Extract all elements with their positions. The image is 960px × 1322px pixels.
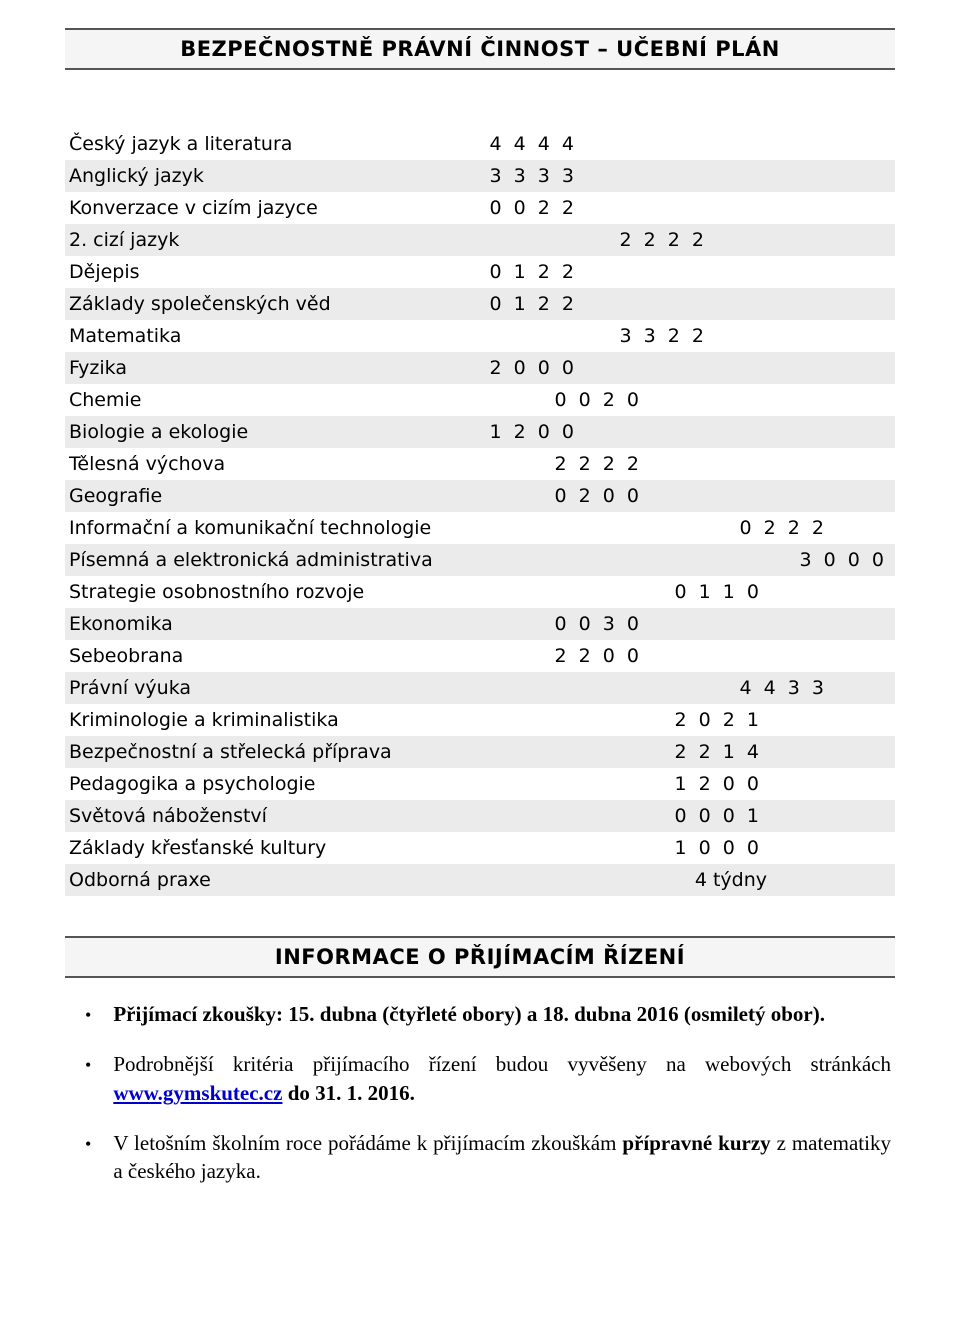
table-row: Anglický jazyk 3 3 3 3 <box>65 160 895 192</box>
subject-label: Písemná a elektronická administrativa <box>69 549 433 571</box>
hours-value: 2 0 0 0 <box>490 357 887 379</box>
table-row: Konverzace v cizím jazyce 0 0 2 2 <box>65 192 895 224</box>
table-row: Bezpečnostní a střelecká příprava 2 2 1 4 <box>65 736 895 768</box>
hours-value: 0 0 2 2 <box>490 197 887 219</box>
subject-label: 2. cizí jazyk <box>69 229 179 251</box>
table-row: 2. cizí jazyk 2 2 2 2 <box>65 224 895 256</box>
subject-label: Dějepis <box>69 261 140 283</box>
hours-value: 0 1 2 2 <box>490 293 887 315</box>
hours-value: 0 0 3 0 <box>555 613 887 635</box>
table-row: Matematika 3 3 2 2 <box>65 320 895 352</box>
hours-value: 0 1 1 0 <box>675 581 887 603</box>
subject-label: Strategie osobnostního rozvoje <box>69 581 364 603</box>
bullet-icon: • <box>85 1132 91 1156</box>
table-row: Základy společenských věd 0 1 2 2 <box>65 288 895 320</box>
bullet-text: Přijímací zkoušky: 15. dubna (čtyřleté o… <box>113 1000 891 1028</box>
hours-value: 0 2 2 2 <box>740 517 887 539</box>
hours-value: 2 0 2 1 <box>675 709 887 731</box>
subject-label: Ekonomika <box>69 613 173 635</box>
website-link[interactable]: www.gymskutec.cz <box>113 1081 282 1105</box>
table-row: Biologie a ekologie 1 2 0 0 <box>65 416 895 448</box>
list-item: • V letošním školním roce pořádáme k při… <box>69 1129 891 1186</box>
table-row: Základy křesťanské kultury 1 0 0 0 <box>65 832 895 864</box>
hours-value: 3 3 3 3 <box>490 165 887 187</box>
subject-label: Český jazyk a literatura <box>69 133 292 155</box>
list-item: • Přijímací zkoušky: 15. dubna (čtyřleté… <box>69 1000 891 1028</box>
text-run: přípravné kurzy <box>622 1131 776 1155</box>
hours-value: 4 4 4 4 <box>490 133 887 155</box>
hours-value: 3 3 2 2 <box>620 325 887 347</box>
hours-value: 0 1 2 2 <box>490 261 887 283</box>
table-row: Chemie 0 0 2 0 <box>65 384 895 416</box>
curriculum-table: Český jazyk a literatura 4 4 4 4 Anglický … <box>65 128 895 896</box>
hours-value: 2 2 0 0 <box>555 645 887 667</box>
hours-value: 2 2 1 4 <box>675 741 887 763</box>
subject-label: Světová náboženství <box>69 805 267 827</box>
table-row: Světová náboženství 0 0 0 1 <box>65 800 895 832</box>
subject-label: Geografie <box>69 485 162 507</box>
table-row: Český jazyk a literatura 4 4 4 4 <box>65 128 895 160</box>
hours-value: 1 2 0 0 <box>490 421 887 443</box>
subject-label: Kriminologie a kriminalistika <box>69 709 339 731</box>
text-run: V letošním školním roce pořádáme k přijí… <box>113 1131 622 1155</box>
table-row: Strategie osobnostního rozvoje 0 1 1 0 <box>65 576 895 608</box>
subject-label: Odborná praxe <box>69 869 211 891</box>
curriculum-title: BEZPEČNOSTNĚ PRÁVNÍ ČINNOST – UČEBNÍ PLÁ… <box>65 28 895 70</box>
bullet-icon: • <box>85 1003 91 1027</box>
table-row: Informační a komunikační technologie 0 2 … <box>65 512 895 544</box>
subject-label: Anglický jazyk <box>69 165 204 187</box>
subject-label: Chemie <box>69 389 141 411</box>
text-run: do 31. 1. 2016. <box>282 1081 414 1105</box>
subject-label: Informační a komunikační technologie <box>69 517 431 539</box>
hours-value: 0 0 0 1 <box>675 805 887 827</box>
hours-value: 1 2 0 0 <box>675 773 887 795</box>
hours-value: 4 týdny <box>695 869 887 891</box>
admissions-list: • Přijímací zkoušky: 15. dubna (čtyřleté… <box>65 1000 895 1186</box>
subject-label: Pedagogika a psychologie <box>69 773 315 795</box>
table-row: Geografie 0 2 0 0 <box>65 480 895 512</box>
subject-label: Tělesná výchova <box>69 453 225 475</box>
hours-value: 0 0 2 0 <box>555 389 887 411</box>
table-row: Kriminologie a kriminalistika 2 0 2 1 <box>65 704 895 736</box>
bullet-icon: • <box>85 1053 91 1077</box>
subject-label: Konverzace v cizím jazyce <box>69 197 318 219</box>
text-run: Podrobnější kritéria přijímacího řízení … <box>113 1052 891 1076</box>
bullet-text: V letošním školním roce pořádáme k přijí… <box>113 1129 891 1186</box>
subject-label: Základy křesťanské kultury <box>69 837 326 859</box>
admissions-title: INFORMACE O PŘIJÍMACÍM ŘÍZENÍ <box>65 936 895 978</box>
hours-value: 2 2 2 2 <box>620 229 887 251</box>
table-row: Tělesná výchova 2 2 2 2 <box>65 448 895 480</box>
table-row: Písemná a elektronická administrativa 3 0… <box>65 544 895 576</box>
subject-label: Základy společenských věd <box>69 293 331 315</box>
subject-label: Právní výuka <box>69 677 191 699</box>
table-row: Odborná praxe 4 týdny <box>65 864 895 896</box>
subject-label: Biologie a ekologie <box>69 421 248 443</box>
hours-value: 4 4 3 3 <box>740 677 887 699</box>
table-row: Dějepis 0 1 2 2 <box>65 256 895 288</box>
bullet-text: Podrobnější kritéria přijímacího řízení … <box>113 1050 891 1107</box>
subject-label: Matematika <box>69 325 181 347</box>
table-row: Sebeobrana 2 2 0 0 <box>65 640 895 672</box>
table-row: Pedagogika a psychologie 1 2 0 0 <box>65 768 895 800</box>
hours-value: 1 0 0 0 <box>675 837 887 859</box>
list-item: • Podrobnější kritéria přijímacího řízen… <box>69 1050 891 1107</box>
subject-label: Fyzika <box>69 357 127 379</box>
hours-value: 0 2 0 0 <box>555 485 887 507</box>
table-row: Právní výuka 4 4 3 3 <box>65 672 895 704</box>
hours-value: 3 0 0 0 <box>800 549 887 571</box>
hours-value: 2 2 2 2 <box>555 453 887 475</box>
subject-label: Sebeobrana <box>69 645 183 667</box>
table-row: Fyzika 2 0 0 0 <box>65 352 895 384</box>
subject-label: Bezpečnostní a střelecká příprava <box>69 741 392 763</box>
table-row: Ekonomika 0 0 3 0 <box>65 608 895 640</box>
